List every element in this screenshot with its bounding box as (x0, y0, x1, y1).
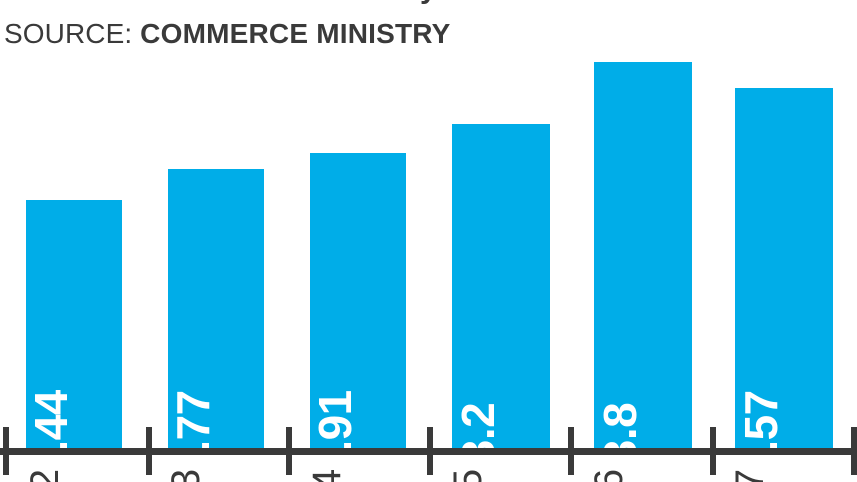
category-label-text: 4 (305, 468, 349, 482)
bar: 3.8 (594, 62, 692, 465)
axis-tick (710, 427, 716, 475)
category-label-text: 6 (587, 468, 631, 482)
category-label: 3 (156, 458, 216, 482)
bar-value-label: 3.2 (452, 402, 504, 466)
bar: 2.44 (25, 200, 122, 478)
bar-value-label: 3.8 (594, 402, 646, 466)
category-label: 7 (720, 458, 780, 482)
category-label-text: 7 (728, 468, 772, 482)
bar: 3.2 (452, 124, 550, 465)
clipped-headline-fragment: y (0, 0, 857, 6)
bar: 3.57 (735, 88, 833, 478)
source-line: SOURCE: COMMERCE MINISTRY (4, 17, 451, 51)
axis-tick (286, 427, 292, 475)
bar: 2.91 (309, 153, 406, 478)
category-label: 2 (15, 458, 75, 482)
category-label: 4 (297, 458, 357, 482)
axis-tick (146, 427, 152, 475)
axis-tick (568, 427, 574, 475)
category-label-text: 3 (164, 468, 208, 482)
source-value: COMMERCE MINISTRY (140, 18, 451, 49)
category-label-text: 5 (446, 468, 490, 482)
category-label-text: 2 (23, 468, 67, 482)
axis-tick (427, 427, 433, 475)
bar: 2.77 (167, 169, 264, 478)
source-label: SOURCE: (4, 18, 133, 49)
axis-tick (851, 427, 857, 475)
category-label: 5 (438, 458, 498, 482)
axis-tick (3, 427, 9, 475)
category-label: 6 (579, 458, 639, 482)
